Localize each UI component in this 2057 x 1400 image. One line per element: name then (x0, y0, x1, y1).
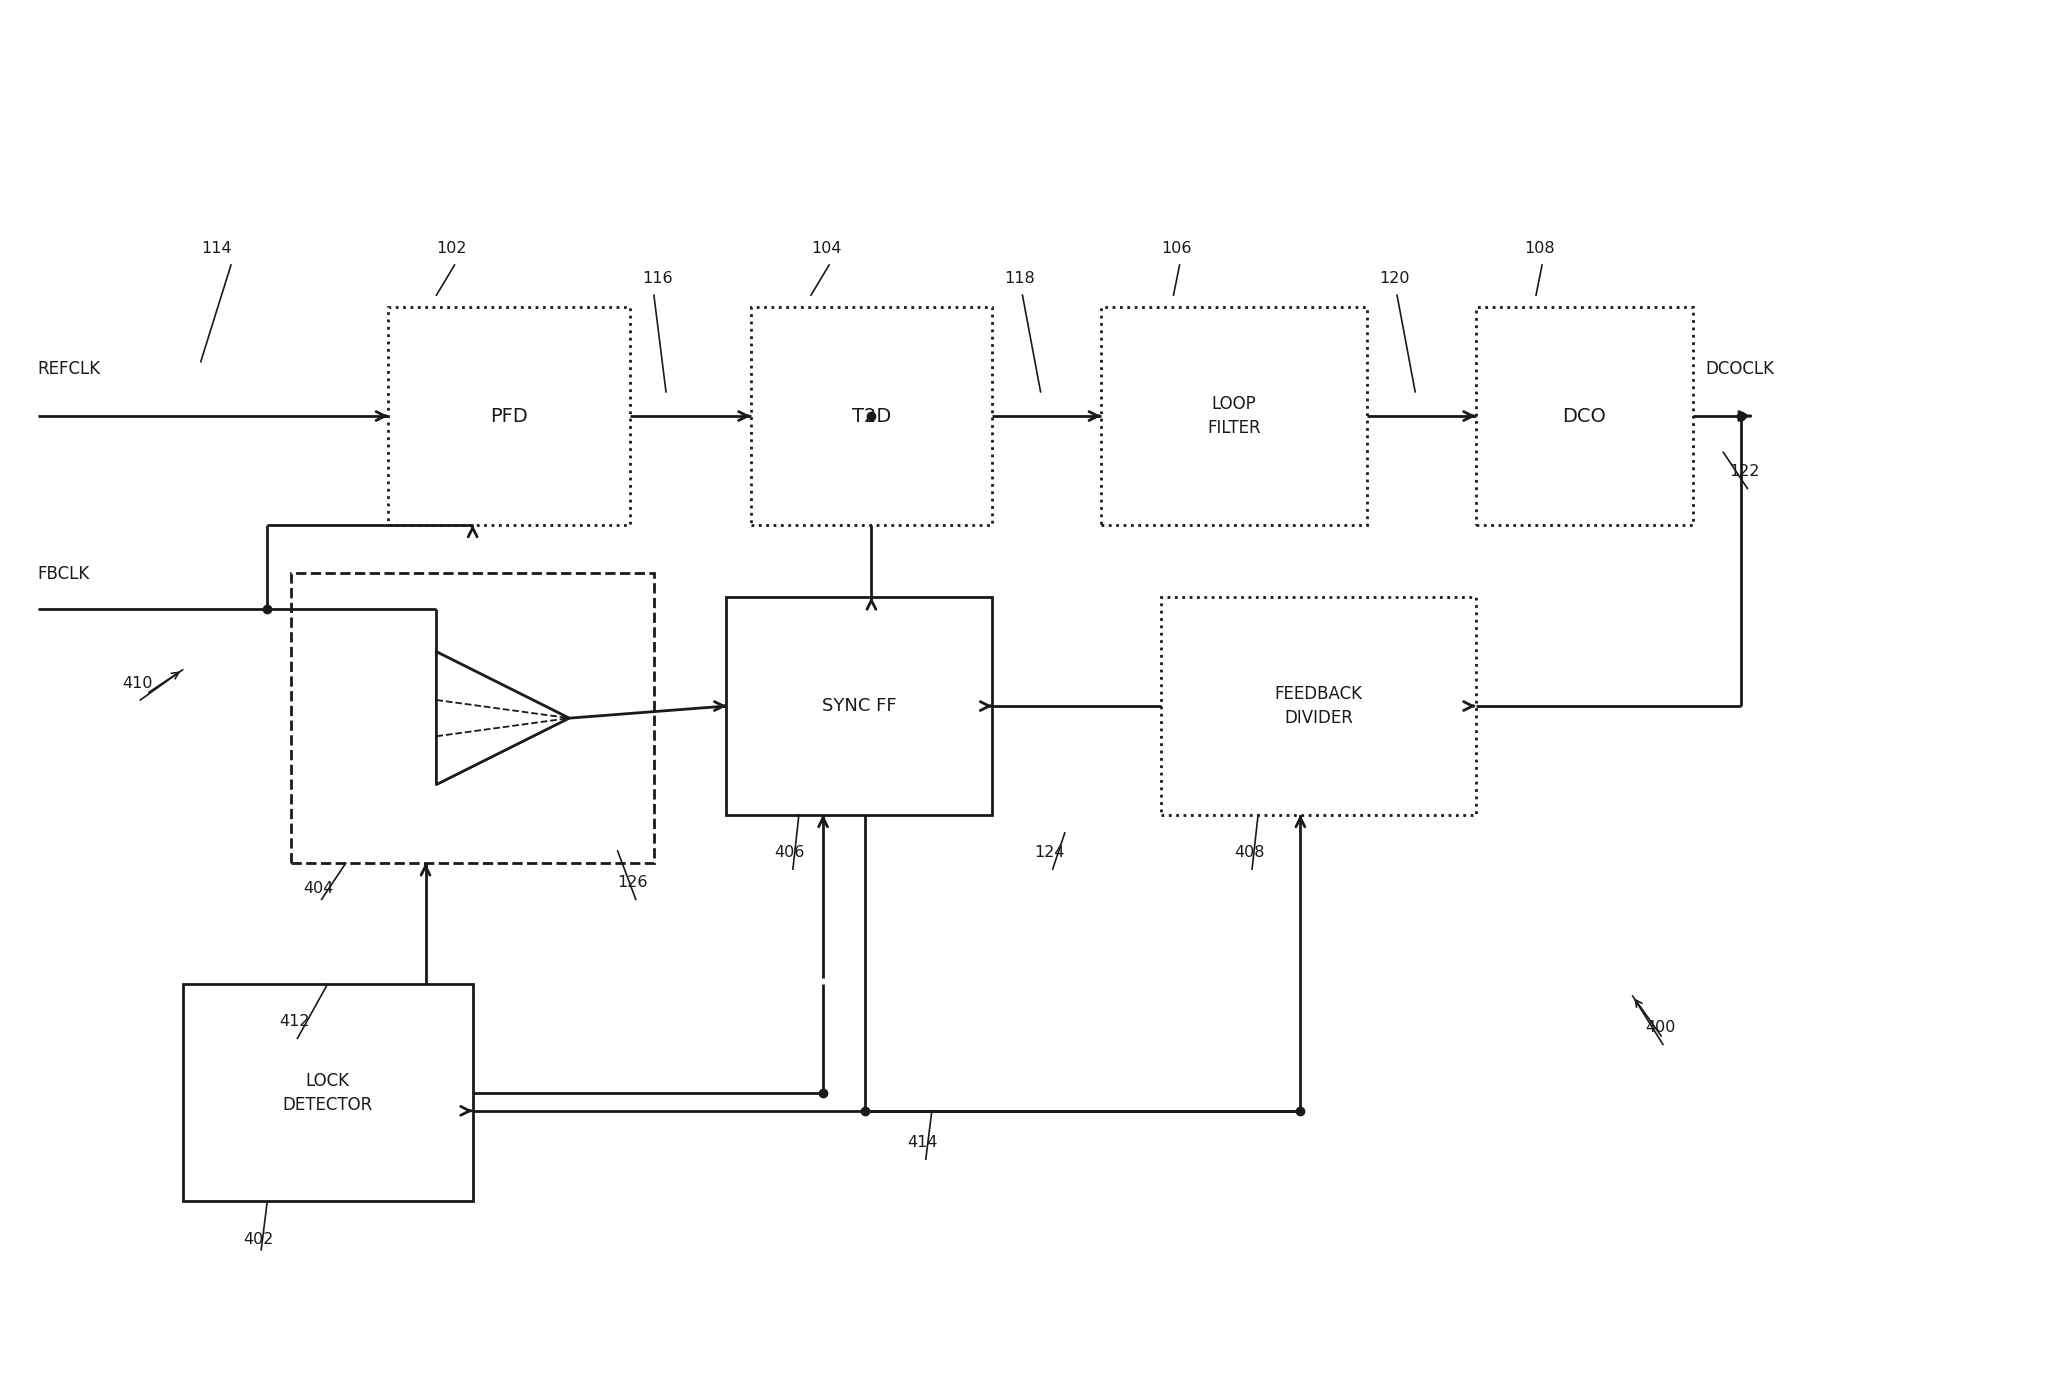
FancyBboxPatch shape (1162, 598, 1475, 815)
Text: 126: 126 (617, 875, 648, 890)
Text: 412: 412 (280, 1014, 311, 1029)
Text: 104: 104 (810, 241, 841, 256)
Text: DCOCLK: DCOCLK (1705, 360, 1775, 378)
FancyBboxPatch shape (1100, 307, 1366, 525)
Text: SYNC FF: SYNC FF (823, 697, 897, 715)
FancyBboxPatch shape (726, 598, 991, 815)
Text: LOCK
DETECTOR: LOCK DETECTOR (282, 1072, 372, 1113)
Text: 102: 102 (436, 241, 467, 256)
Text: 106: 106 (1162, 241, 1191, 256)
Text: 410: 410 (121, 676, 152, 692)
Text: 114: 114 (202, 241, 230, 256)
Text: PFD: PFD (490, 406, 529, 426)
Text: LOOP
FILTER: LOOP FILTER (1207, 395, 1261, 437)
Text: 400: 400 (1646, 1021, 1674, 1036)
Text: 124: 124 (1035, 846, 1066, 860)
Text: 404: 404 (304, 882, 333, 896)
Text: 118: 118 (1004, 272, 1035, 286)
Text: REFCLK: REFCLK (37, 360, 101, 378)
Text: DCO: DCO (1563, 406, 1607, 426)
Text: T2D: T2D (852, 406, 891, 426)
FancyBboxPatch shape (1475, 307, 1693, 525)
FancyBboxPatch shape (389, 307, 629, 525)
FancyBboxPatch shape (183, 984, 473, 1201)
Text: FBCLK: FBCLK (37, 566, 91, 584)
Text: 406: 406 (775, 846, 804, 860)
Text: FEEDBACK
DIVIDER: FEEDBACK DIVIDER (1275, 685, 1362, 727)
Text: 120: 120 (1378, 272, 1409, 286)
Text: 116: 116 (642, 272, 673, 286)
FancyBboxPatch shape (751, 307, 991, 525)
Text: 414: 414 (907, 1135, 938, 1149)
Text: 122: 122 (1730, 465, 1761, 479)
Text: 408: 408 (1234, 846, 1265, 860)
Text: 108: 108 (1524, 241, 1555, 256)
Text: 402: 402 (243, 1232, 274, 1247)
